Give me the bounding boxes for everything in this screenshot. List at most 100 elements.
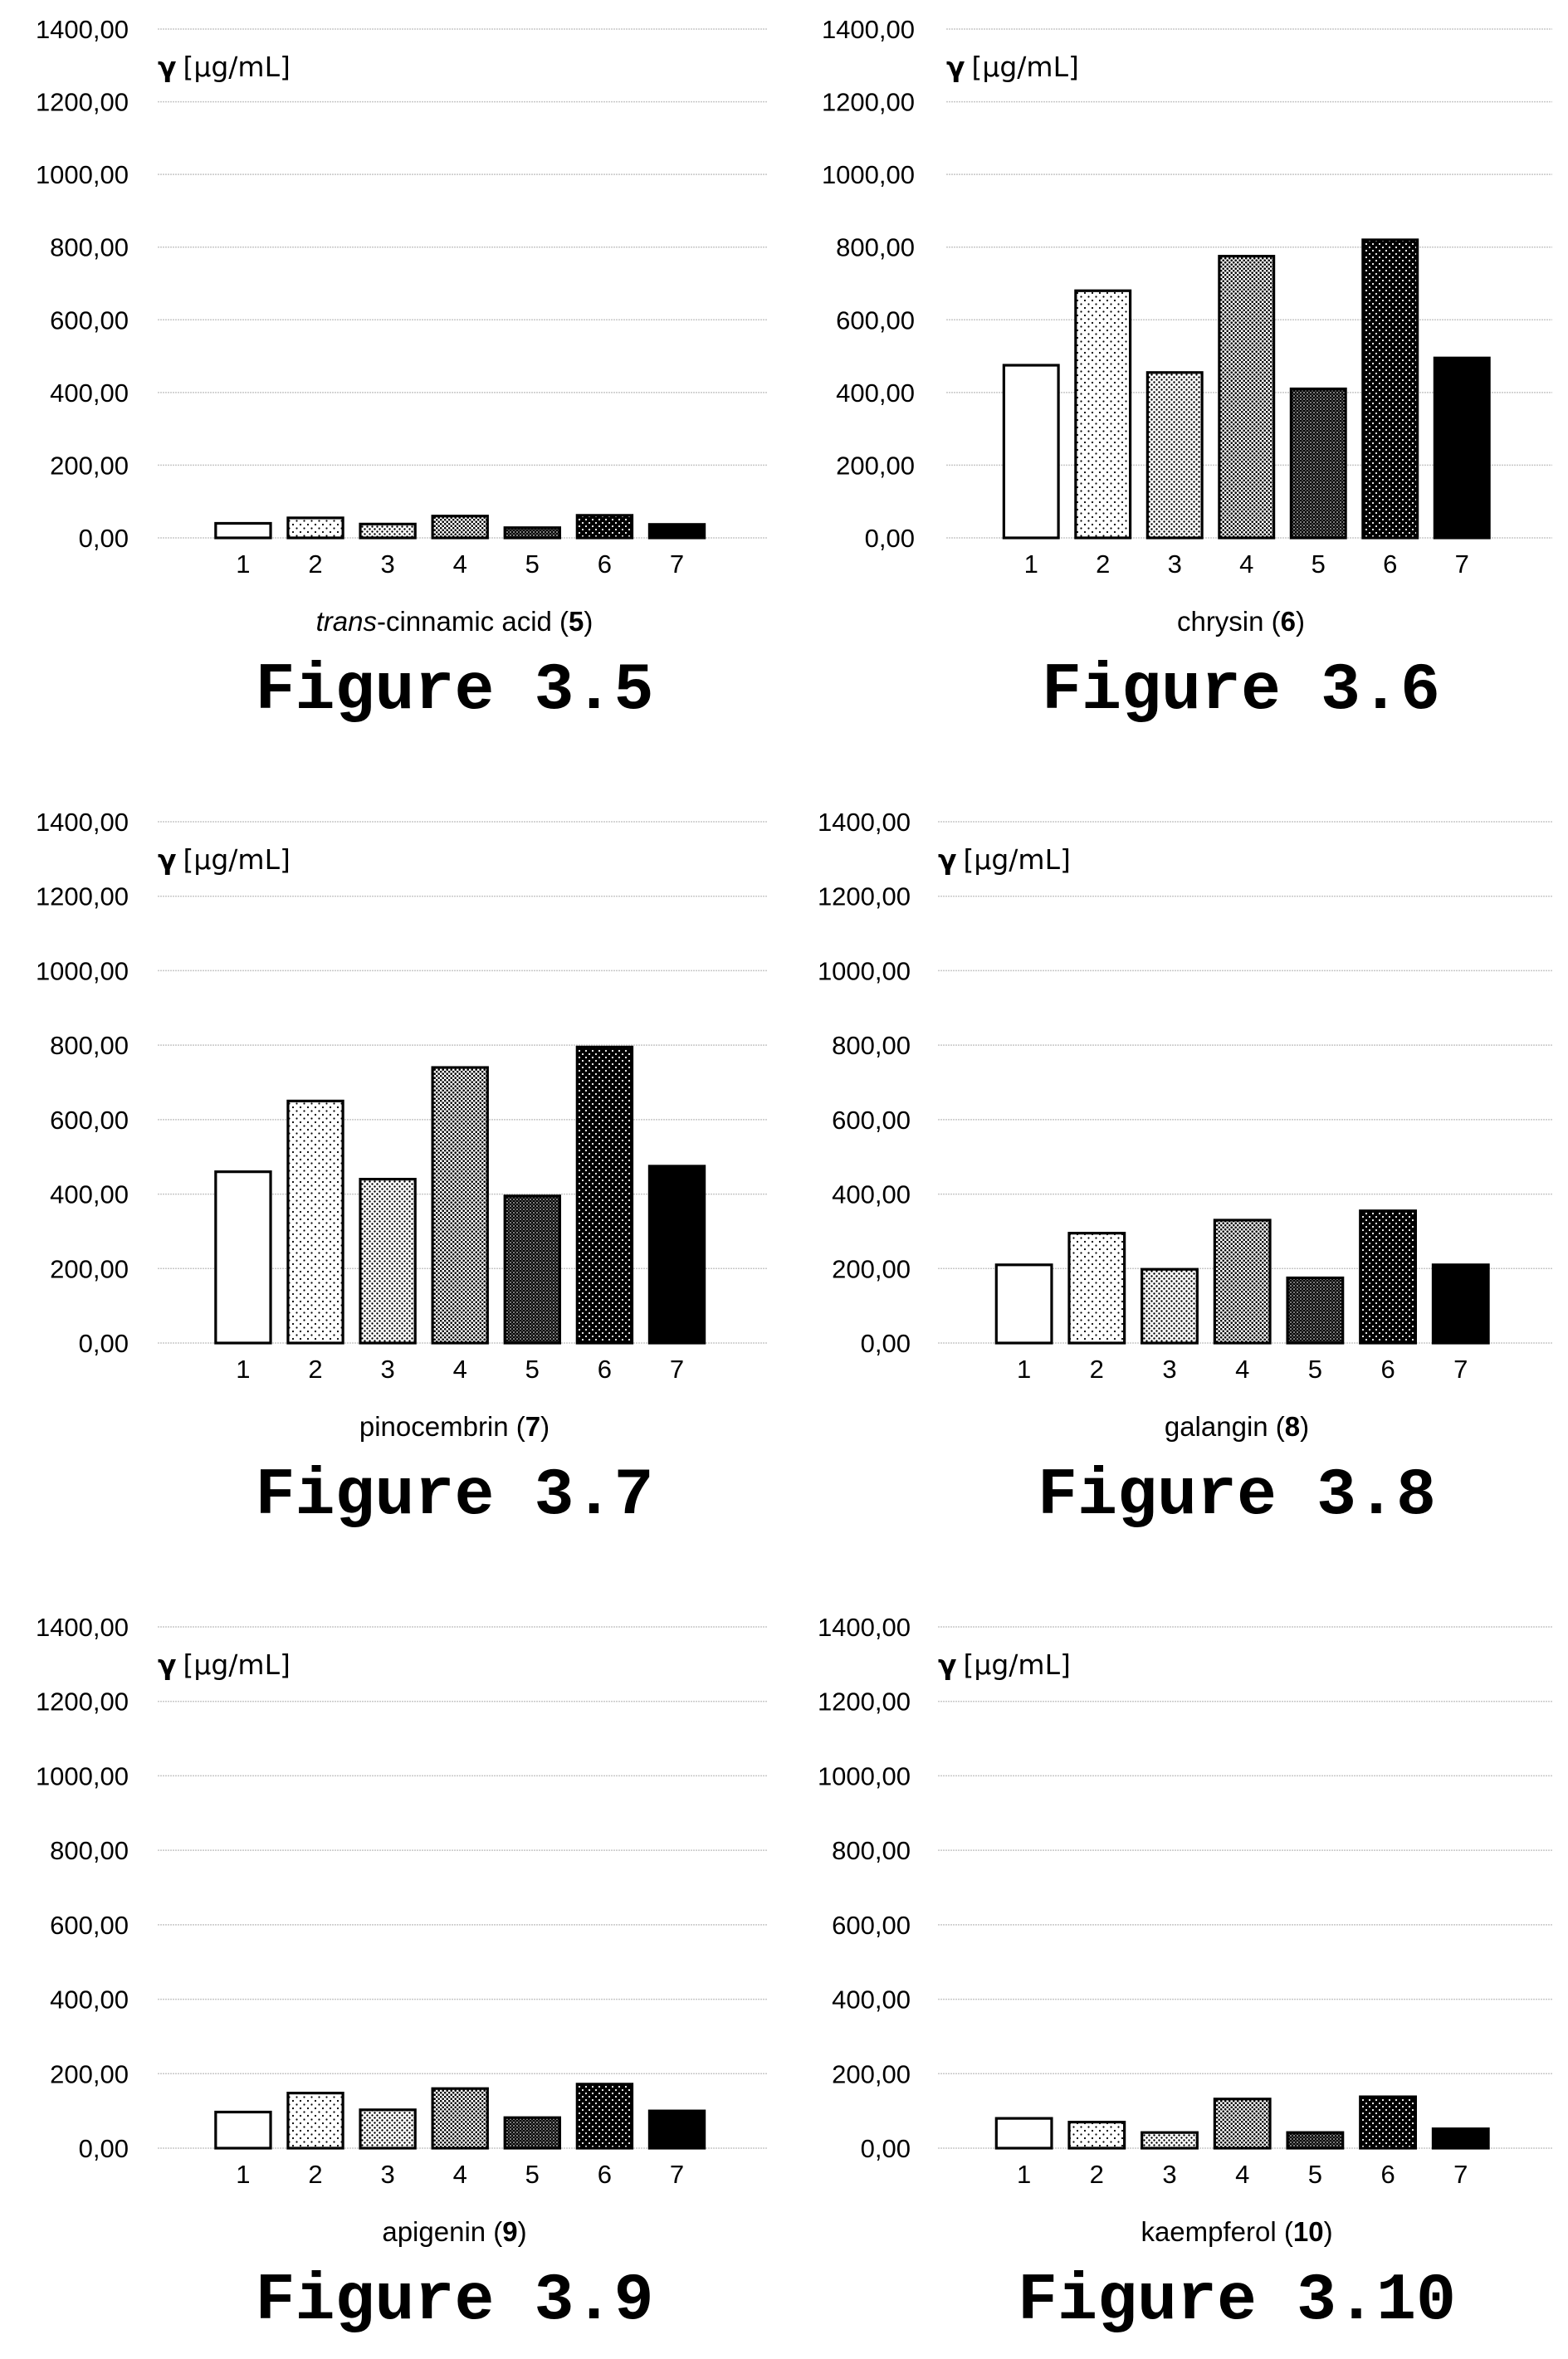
bar — [575, 2083, 634, 2150]
y-tick-label: 1400,00 — [818, 1613, 911, 1642]
bar — [1141, 1267, 1199, 1345]
chart-title-part: 6 — [1281, 606, 1296, 637]
y-tick-label: 1000,00 — [818, 956, 911, 985]
figure-label: Figure 3.10 — [1018, 2264, 1456, 2339]
bar — [359, 2108, 417, 2150]
x-tick-label: 2 — [308, 2160, 322, 2189]
bar — [503, 1194, 562, 1345]
y-axis-label: γ [µg/mL] — [158, 51, 291, 83]
bar — [503, 526, 562, 540]
x-tick-label: 3 — [380, 2160, 394, 2189]
y-axis-symbol: γ — [938, 843, 956, 876]
bar — [503, 2116, 562, 2150]
x-tick-label: 4 — [453, 1355, 467, 1384]
x-tick-label: 5 — [525, 549, 540, 579]
bar — [1286, 1276, 1345, 1345]
y-tick-label: 0,00 — [79, 524, 129, 553]
x-tick-label: 4 — [453, 2160, 467, 2189]
y-axis-symbol: γ — [938, 1648, 956, 1681]
x-tick-label: 4 — [453, 549, 467, 579]
y-tick-label: 1200,00 — [818, 882, 911, 911]
figure-label: Figure 3.5 — [255, 653, 653, 729]
chart-title-part: 10 — [1293, 2216, 1324, 2247]
figure-label: Figure 3.7 — [255, 1458, 653, 1534]
chart-title-part: ) — [518, 2216, 527, 2247]
chart-title-part: ) — [1324, 2216, 1333, 2247]
bar — [1067, 1232, 1126, 1345]
chart-title: pinocembrin (7) — [359, 1411, 550, 1442]
y-tick-label: 1200,00 — [36, 882, 129, 911]
x-tick-label: 6 — [1380, 1355, 1395, 1384]
y-tick-label: 800,00 — [50, 233, 129, 262]
bar — [1074, 289, 1132, 540]
bar — [359, 522, 417, 540]
figure-label: Figure 3.8 — [1038, 1458, 1436, 1534]
y-tick-label: 1000,00 — [36, 160, 129, 189]
y-tick-label: 200,00 — [836, 451, 915, 480]
x-tick-label: 4 — [1239, 549, 1253, 579]
chart-title-part: ) — [584, 606, 593, 637]
bar — [1213, 1219, 1272, 1345]
chart-title-part: -cinnamic acid ( — [377, 606, 569, 637]
y-axis-symbol: γ — [158, 51, 176, 83]
y-tick-label: 200,00 — [832, 1254, 911, 1283]
y-axis-label: γ [µg/mL] — [158, 1648, 291, 1681]
x-tick-label: 7 — [670, 1355, 684, 1384]
bar — [1141, 2131, 1199, 2150]
bar — [1289, 387, 1347, 540]
chart-title-part: trans — [316, 606, 377, 637]
y-tick-label: 1200,00 — [818, 1687, 911, 1717]
y-tick-label: 400,00 — [836, 379, 915, 408]
y-axis-unit: [µg/mL] — [183, 843, 290, 876]
y-axis-symbol: γ — [158, 843, 176, 876]
x-tick-label: 7 — [1453, 1355, 1468, 1384]
y-tick-label: 0,00 — [861, 1329, 911, 1358]
figure-label: Figure 3.9 — [255, 2264, 653, 2339]
chart-panel: 0,00 200,00 400,00 600,00 800,00 1000,00 1200,… — [36, 1613, 768, 2339]
x-tick-label: 4 — [1235, 1355, 1249, 1384]
x-tick-label: 5 — [525, 1355, 540, 1384]
x-tick-label: 3 — [380, 1355, 394, 1384]
x-tick-label: 1 — [236, 549, 250, 579]
bar — [1067, 2121, 1126, 2150]
y-tick-label: 600,00 — [50, 1106, 129, 1135]
y-tick-label: 1400,00 — [36, 808, 129, 837]
y-axis-unit: [µg/mL] — [963, 1648, 1070, 1681]
chart-title-part: ) — [540, 1411, 550, 1442]
bar — [1359, 2095, 1417, 2150]
chart-title-part: ) — [1296, 606, 1305, 637]
x-tick-label: 1 — [1017, 1355, 1031, 1384]
x-tick-label: 2 — [1090, 1355, 1104, 1384]
x-tick-label: 5 — [1308, 1355, 1322, 1384]
y-tick-label: 200,00 — [50, 2059, 129, 2088]
bar — [1145, 371, 1204, 540]
chart-title: galangin (8) — [1165, 1411, 1309, 1442]
x-tick-label: 6 — [598, 549, 612, 579]
bar — [1213, 2098, 1272, 2150]
y-tick-label: 1200,00 — [36, 1687, 129, 1717]
figure-label: Figure 3.6 — [1042, 653, 1440, 729]
bar — [994, 1263, 1053, 1345]
chart-title-part: 8 — [1285, 1411, 1300, 1442]
bar — [1431, 2127, 1490, 2150]
y-axis-label: γ [µg/mL] — [938, 843, 1071, 876]
y-axis-label: γ [µg/mL] — [938, 1648, 1071, 1681]
y-tick-label: 1400,00 — [36, 1613, 129, 1642]
bar — [647, 2109, 706, 2150]
y-tick-label: 1000,00 — [36, 1761, 129, 1790]
chart-title-part: pinocembrin ( — [359, 1411, 525, 1442]
chart-title: trans-cinnamic acid (5) — [316, 606, 593, 637]
x-tick-label: 6 — [598, 2160, 612, 2189]
y-tick-label: 400,00 — [50, 1985, 129, 2015]
bar — [575, 1045, 634, 1345]
x-tick-label: 7 — [670, 549, 684, 579]
y-tick-label: 1000,00 — [818, 1761, 911, 1790]
bar — [214, 2110, 272, 2150]
bar — [359, 1178, 417, 1345]
x-tick-label: 7 — [1455, 549, 1469, 579]
bar — [431, 1066, 489, 1345]
x-tick-label: 1 — [236, 2160, 250, 2189]
y-tick-label: 400,00 — [832, 1180, 911, 1209]
bar — [286, 516, 344, 540]
